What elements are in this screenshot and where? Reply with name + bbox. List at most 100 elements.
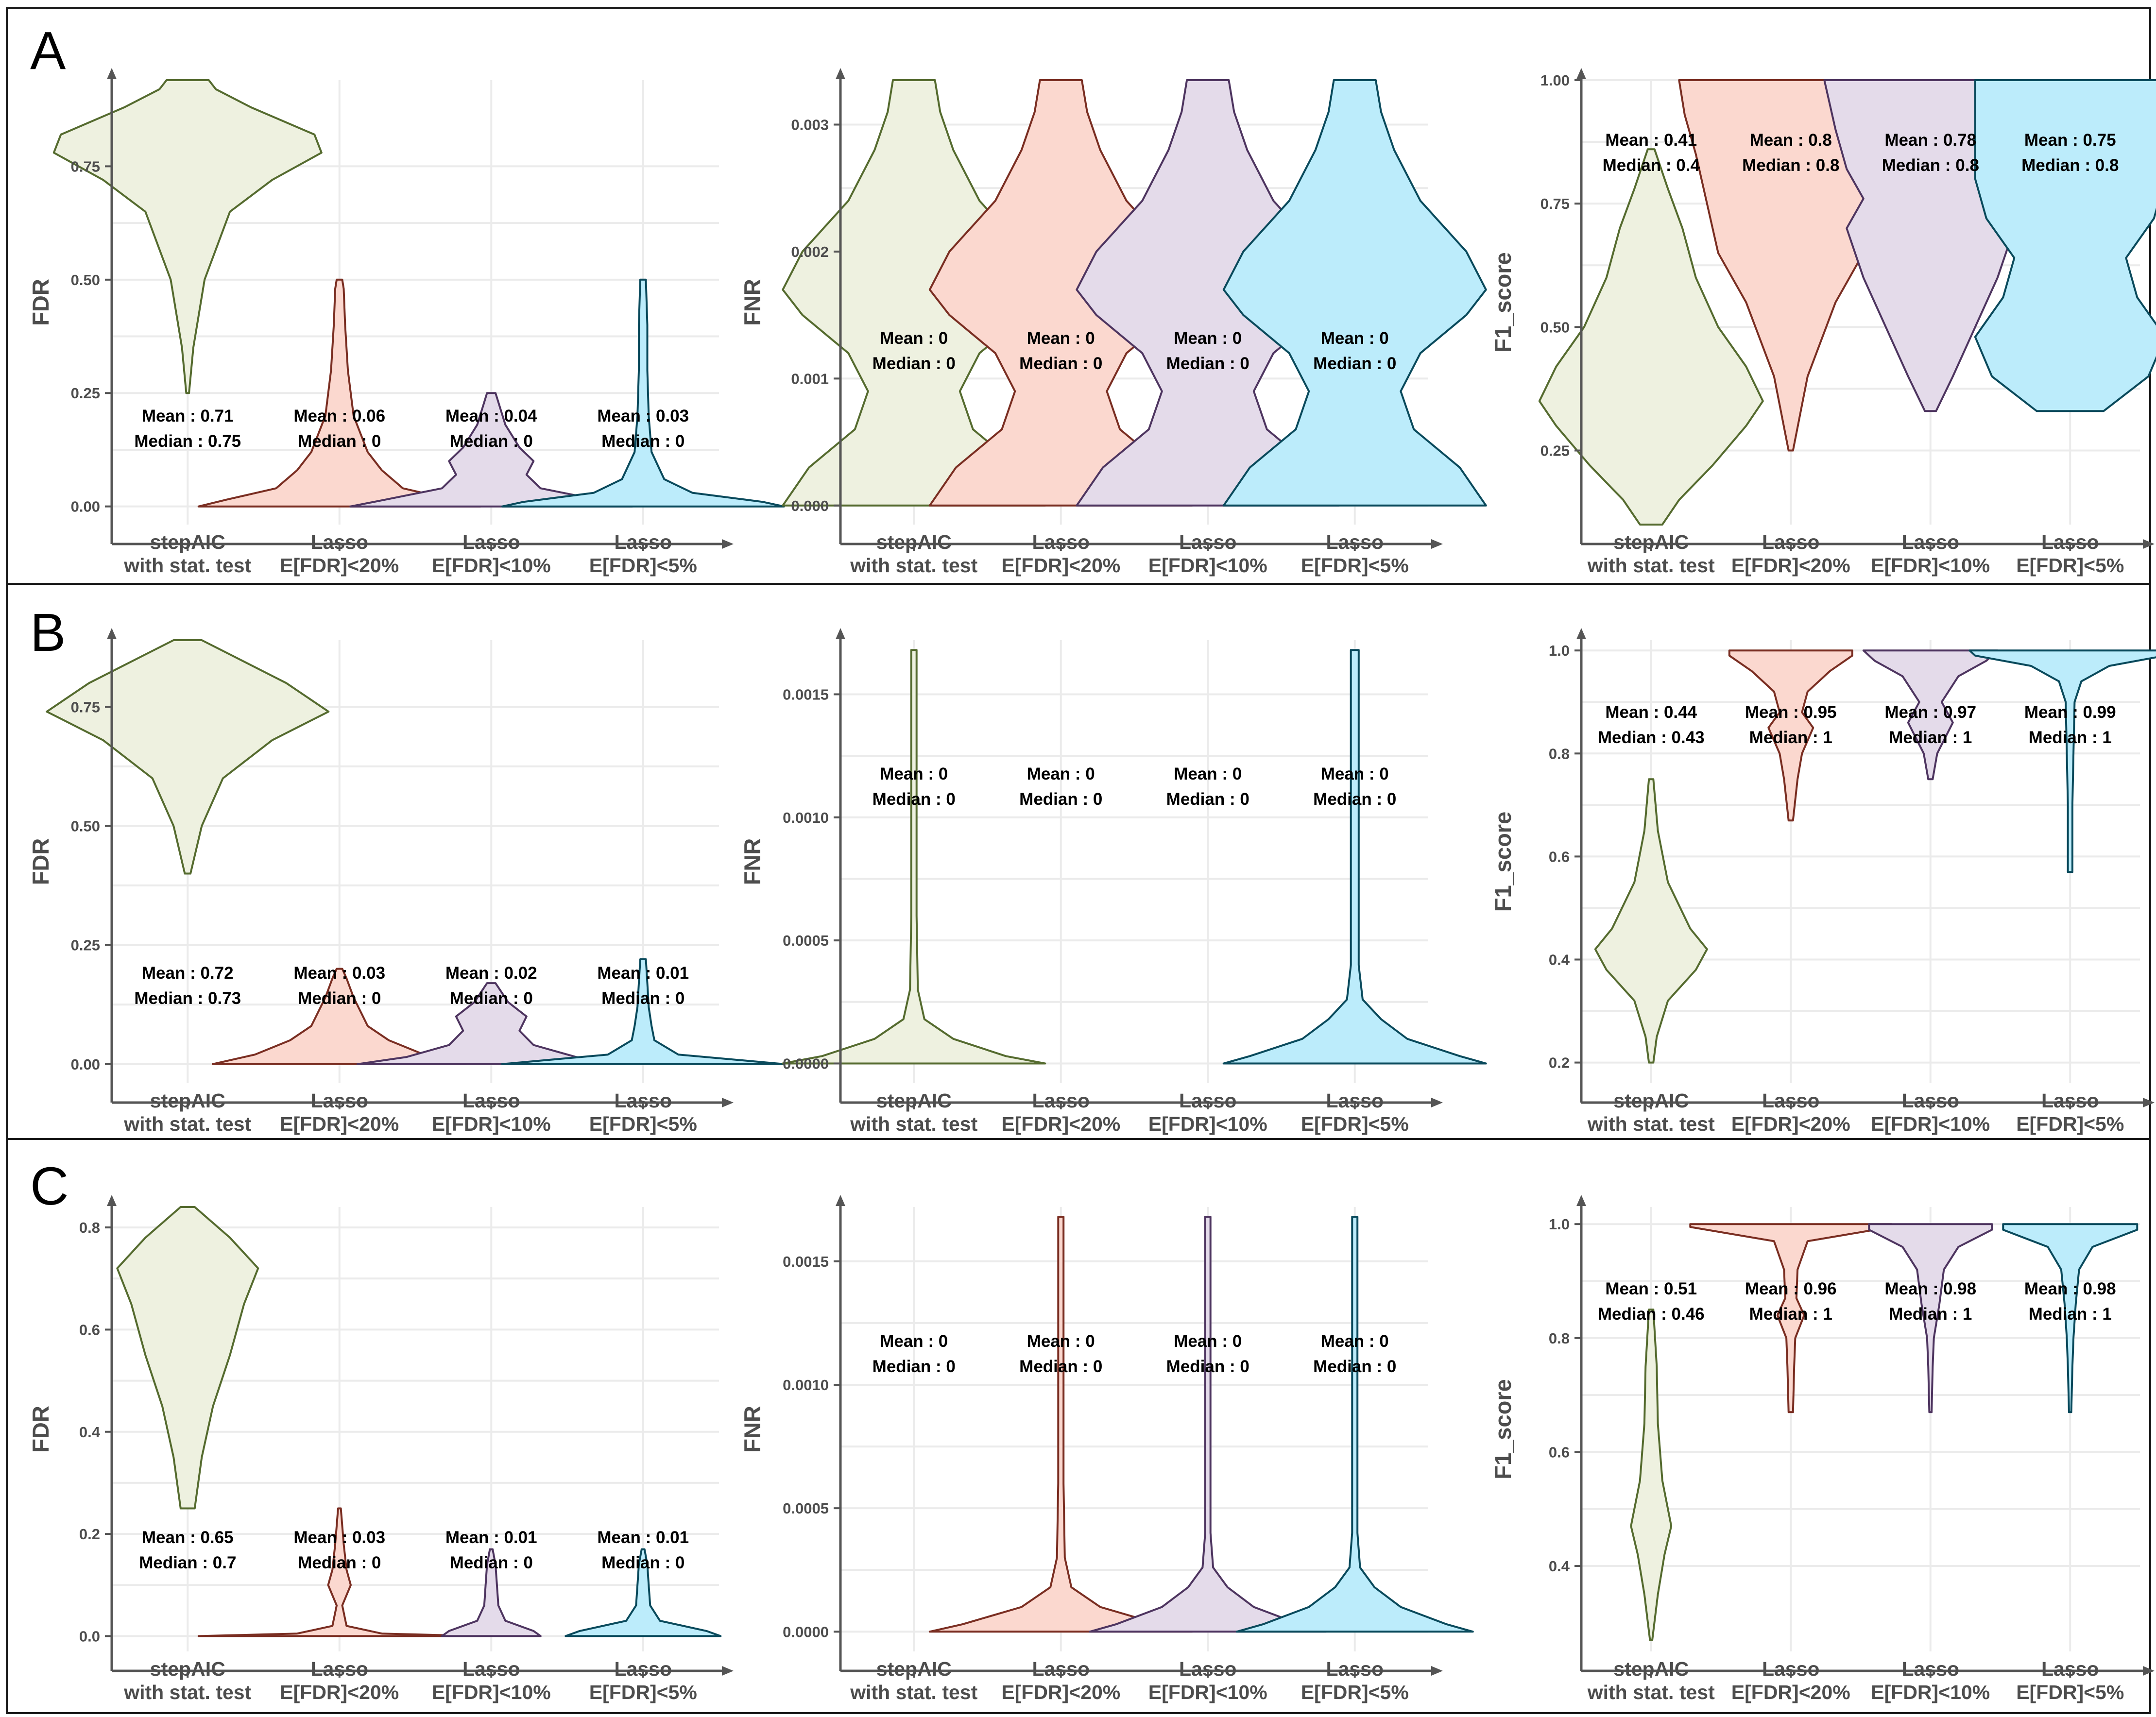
x-tick-label: E[FDR]<10% xyxy=(1871,1113,1990,1135)
violin-2 xyxy=(197,1507,481,1637)
y-tick-label: 1.00 xyxy=(1540,72,1570,89)
y-tick-label: 0.002 xyxy=(791,243,829,260)
y-tick-label: 0.2 xyxy=(79,1526,100,1543)
median-annotation: Median : 0 xyxy=(450,1553,533,1572)
mean-annotation: Mean : 0.72 xyxy=(142,964,234,983)
x-tick-label: E[FDR]<5% xyxy=(589,1113,697,1135)
x-axis-arrow xyxy=(1431,539,1443,549)
median-annotation: Median : 0.8 xyxy=(2021,156,2119,175)
violin-1 xyxy=(116,1206,259,1510)
violin-3 xyxy=(1868,1223,1993,1413)
median-annotation: Median : 0 xyxy=(1019,354,1102,373)
x-tick-label: Lasso xyxy=(1902,1089,1960,1112)
median-annotation: Median : 1 xyxy=(1889,1305,1972,1324)
x-tick-label: Lasso xyxy=(1179,531,1237,553)
mean-annotation: Mean : 0.04 xyxy=(445,407,537,425)
y-tick-label: 0.0010 xyxy=(783,1377,829,1394)
mean-annotation: Mean : 0.51 xyxy=(1605,1279,1697,1298)
violin-4 xyxy=(565,1548,722,1637)
x-tick-label: Lasso xyxy=(2041,531,2099,553)
median-annotation: Median : 0 xyxy=(450,989,533,1008)
median-annotation: Median : 0 xyxy=(298,1553,381,1572)
y-tick-label: 0.50 xyxy=(71,272,100,289)
median-annotation: Median : 0 xyxy=(1166,1357,1249,1376)
mean-annotation: Mean : 0 xyxy=(1027,1332,1095,1351)
y-axis-arrow xyxy=(1576,68,1586,79)
median-annotation: Median : 0.43 xyxy=(1598,728,1705,747)
x-tick-label: Lasso xyxy=(1326,531,1384,553)
x-tick-label: stepAIC xyxy=(150,1658,225,1680)
violin-3 xyxy=(356,982,626,1065)
x-tick-label: E[FDR]<20% xyxy=(1001,1681,1120,1703)
violin-3 xyxy=(441,1548,542,1637)
x-tick-label: Lasso xyxy=(615,531,672,553)
y-axis-label: FNR xyxy=(739,1406,765,1453)
y-tick-label: 0.00 xyxy=(71,1056,100,1073)
y-tick-label: 0.25 xyxy=(71,385,100,402)
x-tick-label: E[FDR]<5% xyxy=(589,1681,697,1703)
y-tick-label: 0.8 xyxy=(1549,1330,1570,1347)
x-tick-label: with stat. test xyxy=(123,554,251,577)
x-tick-label: stepAIC xyxy=(876,531,952,553)
x-axis-arrow xyxy=(722,1666,734,1676)
x-tick-label: E[FDR]<10% xyxy=(432,1681,551,1703)
y-tick-label: 0.0000 xyxy=(783,1055,829,1072)
y-tick-label: 0.25 xyxy=(1540,442,1570,459)
y-axis-arrow xyxy=(1576,1195,1586,1206)
x-tick-label: Lasso xyxy=(2041,1658,2099,1680)
y-tick-label: 0.0000 xyxy=(783,1623,829,1640)
y-axis-arrow xyxy=(836,628,845,639)
x-tick-label: Lasso xyxy=(462,1658,520,1680)
mean-annotation: Mean : 0 xyxy=(1321,329,1389,348)
mean-annotation: Mean : 0.01 xyxy=(445,1528,537,1547)
mean-annotation: Mean : 0.98 xyxy=(1884,1279,1976,1298)
mean-annotation: Mean : 0.96 xyxy=(1745,1279,1837,1298)
violin-4 xyxy=(1968,649,2156,873)
y-tick-label: 0.0005 xyxy=(783,932,829,949)
median-annotation: Median : 0 xyxy=(873,1357,956,1376)
x-tick-label: Lasso xyxy=(1326,1089,1384,1112)
y-tick-label: 0.8 xyxy=(1549,745,1570,762)
x-tick-label: E[FDR]<10% xyxy=(1148,1681,1267,1703)
mean-annotation: Mean : 0.71 xyxy=(142,407,234,425)
median-annotation: Median : 0 xyxy=(1019,1357,1102,1376)
x-tick-label: E[FDR]<10% xyxy=(432,1113,551,1135)
mean-annotation: Mean : 0.98 xyxy=(2024,1279,2116,1298)
median-annotation: Median : 0 xyxy=(1019,790,1102,809)
median-annotation: Median : 0 xyxy=(601,432,684,451)
median-annotation: Median : 0 xyxy=(873,354,956,373)
median-annotation: Median : 0 xyxy=(1166,354,1249,373)
y-tick-label: 0.0015 xyxy=(783,686,829,703)
y-tick-label: 0.4 xyxy=(79,1424,101,1441)
x-tick-label: E[FDR]<5% xyxy=(2016,1681,2124,1703)
mean-annotation: Mean : 0.01 xyxy=(597,1528,689,1547)
x-tick-label: Lasso xyxy=(311,1089,369,1112)
x-axis-arrow xyxy=(1431,1666,1443,1676)
median-annotation: Median : 1 xyxy=(2029,1305,2112,1324)
y-tick-label: 0.8 xyxy=(79,1219,100,1236)
violin-1 xyxy=(52,79,323,394)
x-tick-label: with stat. test xyxy=(123,1113,251,1135)
mean-annotation: Mean : 0.95 xyxy=(1745,703,1837,722)
y-tick-label: 1.0 xyxy=(1549,1216,1570,1233)
mean-annotation: Mean : 0.99 xyxy=(2024,703,2116,722)
x-tick-label: E[FDR]<5% xyxy=(1301,1681,1409,1703)
x-tick-label: stepAIC xyxy=(150,531,225,553)
violin-2 xyxy=(197,278,481,508)
x-axis-arrow xyxy=(722,1098,734,1107)
violin-1 xyxy=(782,79,1046,507)
x-tick-label: with stat. test xyxy=(1587,1113,1715,1135)
y-tick-label: 0.0 xyxy=(79,1628,100,1645)
x-tick-label: Lasso xyxy=(1032,1658,1090,1680)
violin-4 xyxy=(1222,649,1487,1065)
x-axis-arrow xyxy=(2143,1098,2155,1107)
mean-annotation: Mean : 0 xyxy=(1174,329,1242,348)
